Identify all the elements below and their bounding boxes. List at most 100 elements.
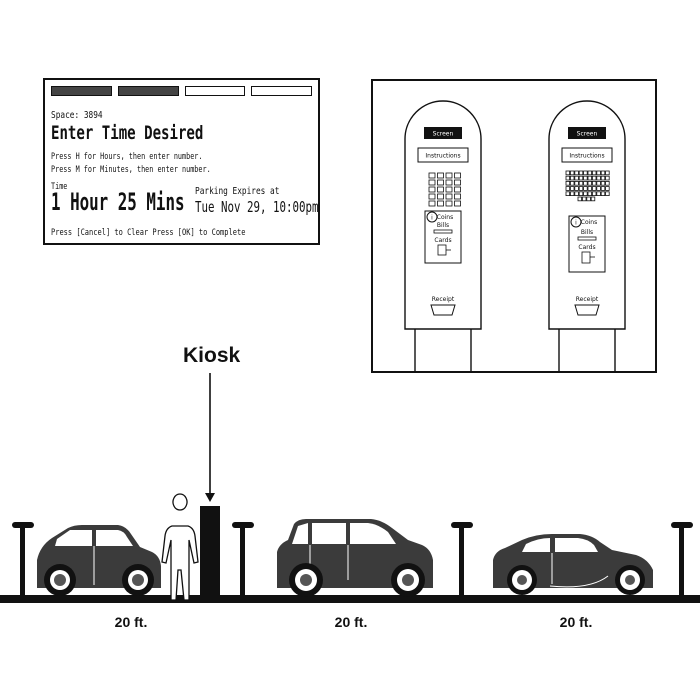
key [445, 193, 453, 200]
key [454, 172, 461, 179]
key [574, 191, 579, 197]
key [428, 193, 436, 200]
key [605, 175, 610, 181]
key [583, 175, 588, 181]
progress-step-3 [184, 86, 246, 96]
key [591, 175, 597, 181]
key [587, 181, 592, 186]
receipt-label: Receipt [576, 296, 599, 303]
kiosk-screen-display: Space: 3894 Enter Time Desired Press H f… [43, 78, 320, 245]
progress-step-4 [251, 86, 312, 96]
bill-slot [433, 229, 453, 234]
key [596, 175, 601, 181]
parking-post-1 [12, 522, 34, 596]
key [565, 191, 570, 197]
key [578, 191, 584, 197]
key [587, 191, 592, 197]
kiosk-post [200, 506, 220, 598]
card-reader [581, 251, 591, 264]
info-icon [426, 211, 438, 223]
info-symbol: i [431, 215, 433, 222]
space-number: Space: 3894 [51, 110, 103, 121]
curb-line [0, 595, 700, 603]
key [605, 186, 610, 191]
screen-box [424, 127, 462, 139]
screen-label: Screen [433, 131, 454, 138]
key [581, 196, 587, 202]
distance-label-1: 20 ft. [114, 614, 148, 630]
time-value: 1 Hour 25 Mins [51, 188, 185, 216]
key [587, 186, 592, 191]
key [587, 170, 592, 176]
bills-label: Bills [437, 222, 449, 229]
kiosk-arrow-head [205, 493, 215, 502]
key [583, 170, 588, 176]
key [445, 179, 453, 186]
screen-box [568, 127, 606, 139]
key [437, 172, 444, 179]
key [590, 196, 596, 202]
key [565, 175, 570, 181]
info-icon [570, 216, 582, 228]
key [437, 179, 444, 186]
key [437, 200, 444, 207]
car-hatchback [37, 525, 161, 596]
key [583, 191, 588, 197]
key [565, 170, 570, 176]
key [569, 186, 575, 191]
key [578, 181, 584, 186]
key [574, 175, 579, 181]
instruction-minutes: Press M for Minutes, then enter number. [51, 165, 211, 175]
expires-label: Parking Expires at [195, 186, 280, 197]
screen-label: Screen [577, 131, 598, 138]
instructions-label: Instructions [569, 153, 604, 160]
key [569, 170, 575, 176]
key [437, 186, 444, 193]
key [600, 186, 606, 191]
bill-slot [577, 236, 597, 241]
keyboard [565, 170, 610, 202]
key [445, 200, 453, 207]
distance-label-2: 20 ft. [334, 614, 368, 630]
kiosk-illustration-panel: Screen Instructions i Coins Bills Cards … [371, 79, 657, 373]
key [437, 193, 444, 200]
key [569, 191, 575, 197]
progress-step-2 [117, 86, 179, 96]
kiosk-model-1: Screen Instructions i Coins Bills Cards … [404, 100, 482, 373]
key [574, 170, 579, 176]
key [587, 175, 592, 181]
cards-label: Cards [434, 237, 451, 244]
coins-label: Coins [581, 219, 597, 226]
parking-post-4 [671, 522, 693, 596]
info-symbol: i [575, 220, 577, 227]
receipt-slot [430, 304, 456, 316]
key [600, 191, 606, 197]
key [569, 181, 575, 186]
progress-step-1 [51, 86, 112, 96]
key [454, 200, 461, 207]
car-coupe [493, 534, 653, 595]
instruction-hours: Press H for Hours, then enter number. [51, 152, 203, 162]
key [583, 181, 588, 186]
progress-indicator [51, 86, 312, 96]
key [565, 186, 570, 191]
key [600, 175, 606, 181]
key [578, 170, 584, 176]
receipt-label: Receipt [432, 296, 455, 303]
key [591, 170, 597, 176]
parking-post-2 [232, 522, 254, 596]
key [445, 172, 453, 179]
car-suv [277, 519, 433, 597]
key [596, 186, 601, 191]
screen-heading: Enter Time Desired [51, 122, 204, 144]
key [428, 186, 436, 193]
distance-label-3: 20 ft. [559, 614, 593, 630]
key [596, 170, 601, 176]
key [591, 181, 597, 186]
key [428, 200, 436, 207]
key [596, 191, 601, 197]
key [445, 186, 453, 193]
key [605, 191, 610, 197]
key [605, 181, 610, 186]
key [574, 181, 579, 186]
